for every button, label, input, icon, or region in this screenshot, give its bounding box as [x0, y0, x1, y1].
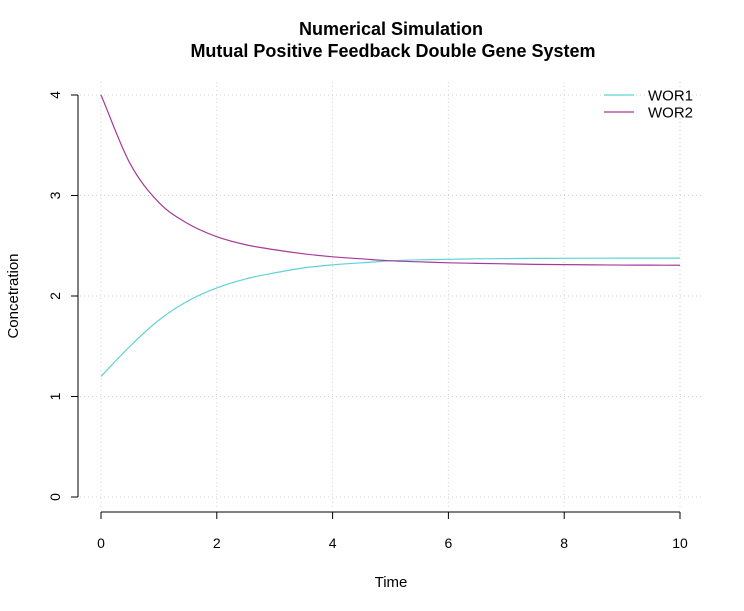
x-tick-label: 0	[97, 535, 105, 551]
chart-subtitle: Mutual Positive Feedback Double Gene Sys…	[190, 41, 595, 61]
y-tick-label: 3	[47, 191, 63, 199]
series-line-wor1	[100, 257, 680, 377]
x-axis: 0 2 4 6 8 10	[97, 511, 688, 551]
x-tick-label: 6	[445, 535, 453, 551]
legend-item-wor2: WOR2	[604, 104, 693, 121]
y-tick-label: 4	[47, 91, 63, 99]
grid	[80, 82, 703, 508]
y-axis-label: Concetration	[5, 253, 22, 338]
series-lines	[100, 94, 681, 377]
y-tick-label: 2	[47, 292, 63, 300]
y-tick-label: 0	[47, 493, 63, 501]
y-axis: 0 1 2 3 4	[47, 91, 79, 501]
x-axis-label: Time	[375, 574, 408, 591]
x-tick-label: 8	[560, 535, 568, 551]
legend-label: WOR1	[648, 87, 693, 104]
legend-item-wor1: WOR1	[604, 87, 693, 104]
chart-title: Numerical Simulation	[299, 19, 483, 39]
y-tick-label: 1	[47, 392, 63, 400]
legend-label: WOR2	[648, 104, 693, 121]
series-line-wor2	[100, 94, 681, 266]
x-tick-label: 10	[672, 535, 688, 551]
x-tick-label: 2	[213, 535, 221, 551]
x-tick-label: 4	[329, 535, 337, 551]
